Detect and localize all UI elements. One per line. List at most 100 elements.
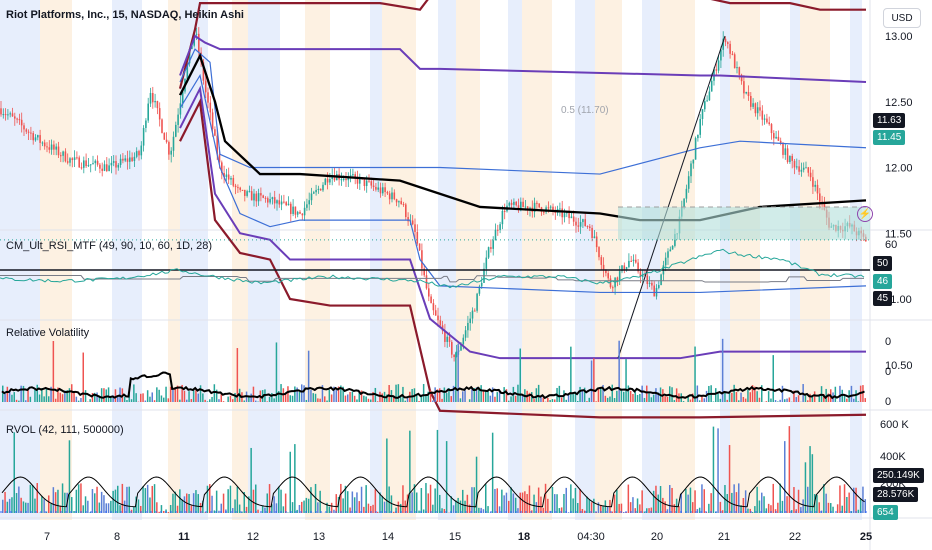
candle-body <box>96 160 99 165</box>
volatility-bar <box>487 389 489 402</box>
candle-body <box>25 129 28 132</box>
rvol-bar <box>537 487 540 513</box>
volatility-bar <box>227 396 229 402</box>
candle-body <box>499 224 501 230</box>
rvol-bar <box>388 486 390 513</box>
candle-body <box>708 91 711 101</box>
relative-volatility-label[interactable]: Relative Volatility <box>6 327 90 339</box>
volatility-bar <box>754 386 756 402</box>
volatility-bar <box>342 386 344 402</box>
candle-body <box>802 167 805 170</box>
candle-body <box>43 142 46 147</box>
rvol-bar <box>71 497 73 513</box>
candle-body <box>368 180 370 182</box>
candle-body <box>724 38 727 43</box>
rvol-indicator-label[interactable]: RVOL (42, 111, 500000) <box>6 424 124 436</box>
volatility-bar <box>613 398 616 402</box>
volatility-bar <box>570 346 572 402</box>
time-axis-label: 18 <box>518 531 530 543</box>
volatility-bar <box>429 390 432 402</box>
volatility-bar <box>146 390 149 402</box>
currency-button[interactable]: USD <box>883 8 921 28</box>
rvol-bar <box>326 502 328 513</box>
candle-body <box>687 176 690 189</box>
candle-body <box>405 204 407 218</box>
rvol-bar <box>452 505 455 513</box>
volatility-bar <box>770 398 772 402</box>
candle-body <box>460 344 462 351</box>
candle-body <box>391 192 393 200</box>
rvol-bar <box>165 509 167 513</box>
candle-body <box>106 164 108 172</box>
volatility-bar <box>629 390 632 402</box>
volatility-bar <box>393 395 395 402</box>
volatility-bar <box>445 393 448 402</box>
volatility-bar <box>337 386 340 402</box>
volatility-bar <box>6 386 9 402</box>
session-shade <box>575 0 595 520</box>
rsi-tag-upper: 50 <box>873 256 893 271</box>
volatility-bar <box>22 385 25 402</box>
rvol-bar <box>294 444 296 513</box>
rvol-bar <box>772 483 774 513</box>
rvol-bar <box>593 498 595 513</box>
candle-body <box>34 137 37 141</box>
volatility-bar <box>422 384 425 402</box>
rvol-bar <box>181 499 183 513</box>
rvol-bar <box>75 489 78 513</box>
volatility-bar <box>310 389 312 402</box>
lightning-icon[interactable]: ⚡ <box>857 206 873 222</box>
volatility-bar <box>301 384 303 402</box>
trend-line <box>617 35 726 359</box>
candle-body <box>632 259 635 261</box>
rvol-bar <box>581 508 584 513</box>
candle-body <box>117 164 120 168</box>
rvol-bar <box>761 492 763 513</box>
candle-body <box>618 271 621 281</box>
volatility-bar <box>694 346 696 402</box>
rvol-bar <box>287 512 289 513</box>
volatility-bar <box>636 395 639 402</box>
rvol-bar <box>648 508 650 513</box>
rsi-indicator-label[interactable]: CM_Ult_RSI_MTF (49, 90, 10, 60, 1D, 28) <box>6 240 213 252</box>
volatility-bar <box>112 395 114 402</box>
rvol-bar <box>43 499 45 513</box>
volatility-bar <box>27 389 29 402</box>
rvol-bar <box>765 508 768 513</box>
candle-body <box>750 95 752 107</box>
volatility-bar <box>160 395 163 402</box>
rvol-bar <box>832 506 834 513</box>
rvol-bar <box>188 494 190 513</box>
volatility-bar <box>441 398 443 402</box>
volatility-bar <box>418 401 420 402</box>
candle-body <box>798 166 800 172</box>
rvol-bar <box>533 494 535 513</box>
rvol-bar <box>429 484 432 513</box>
rvol-bar <box>411 492 413 513</box>
candle-body <box>359 177 361 184</box>
rvol-bar <box>360 486 363 513</box>
rvol-bar <box>556 494 558 513</box>
candle-body <box>198 33 200 53</box>
candle-body <box>478 286 481 294</box>
rvol-bar <box>153 484 156 513</box>
volatility-bar <box>673 400 676 402</box>
candle-body <box>11 113 14 117</box>
rvol-bar <box>786 496 788 513</box>
candle-body <box>303 207 306 216</box>
rvol-bar <box>50 503 52 513</box>
volatility-bar <box>692 393 694 402</box>
rvol-bar <box>692 502 694 513</box>
candle-body <box>239 187 241 190</box>
volatility-bar <box>521 394 524 402</box>
rvol-bar <box>52 487 55 513</box>
candle-body <box>310 193 313 201</box>
candle-body <box>267 198 269 203</box>
volatility-bar <box>779 399 781 402</box>
rvol-bar <box>441 508 443 513</box>
rvol-bar <box>579 488 581 513</box>
volatility-bar <box>312 393 314 402</box>
rvol-bar <box>572 498 574 513</box>
